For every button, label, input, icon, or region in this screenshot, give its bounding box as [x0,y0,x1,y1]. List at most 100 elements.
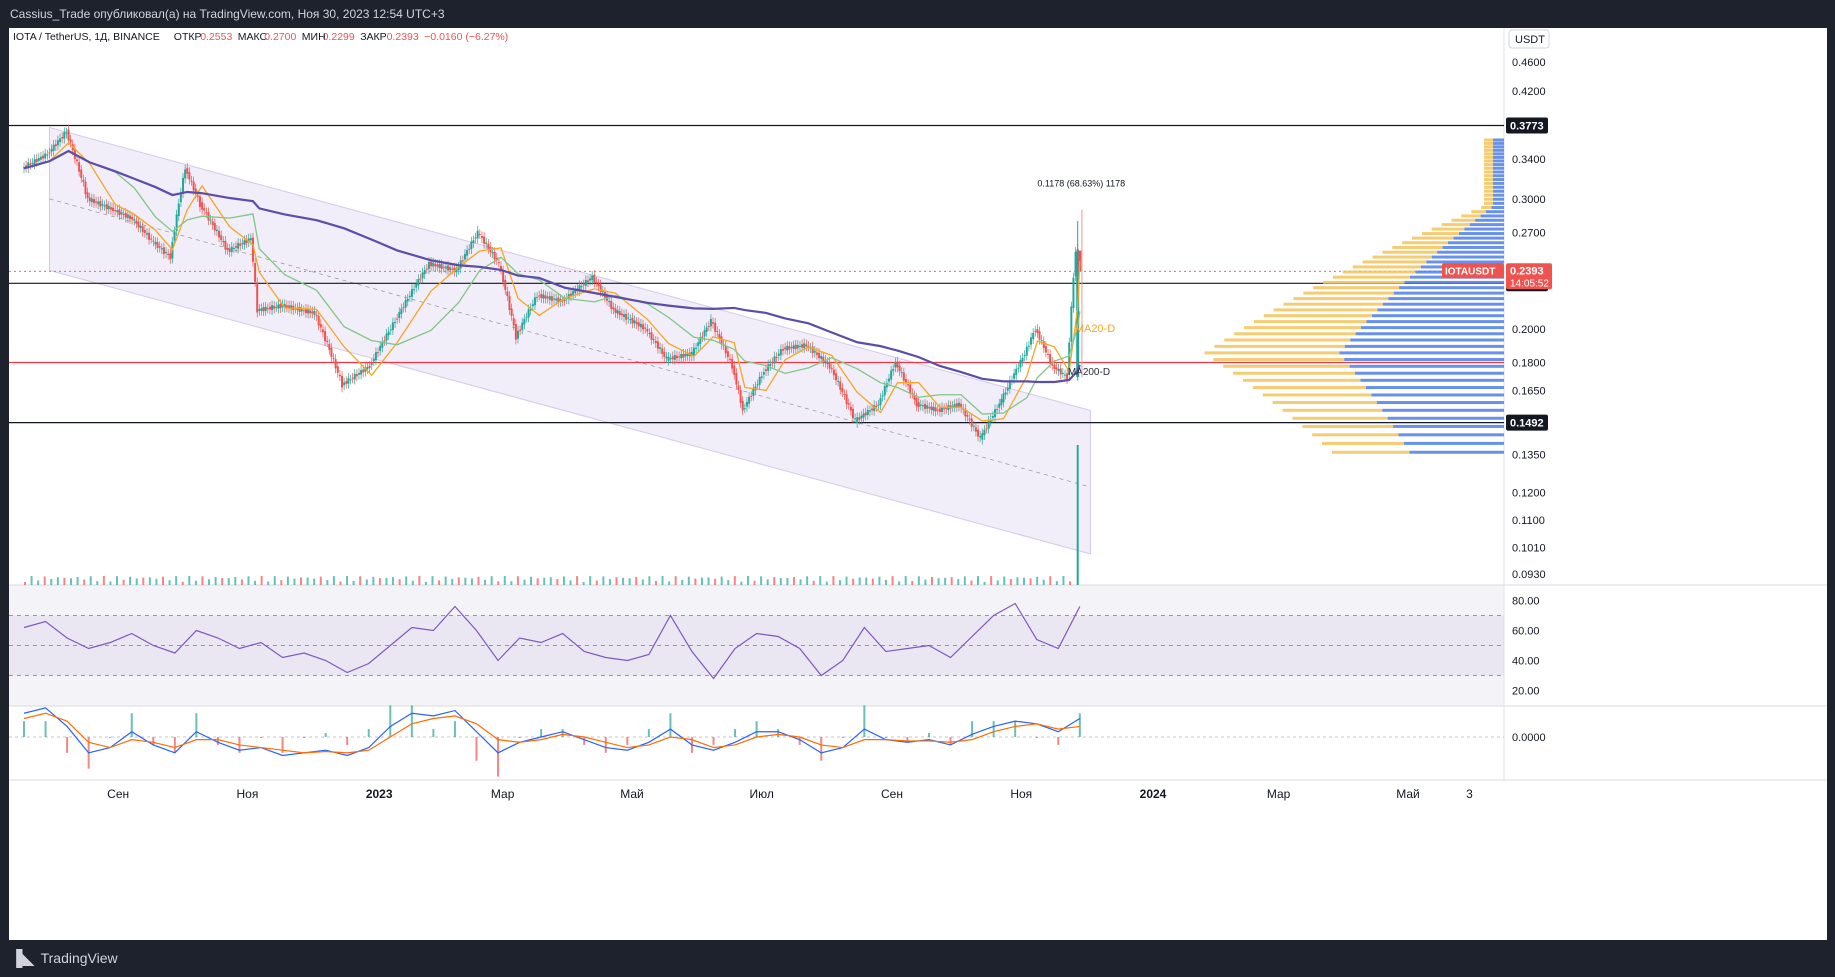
candle-body [381,341,384,348]
candle-body [442,266,445,268]
volume-profile-bar [1493,174,1504,178]
candle-body [873,405,876,411]
candle-body [646,328,649,332]
candle-body [203,208,206,211]
candle-body [141,226,144,232]
volume-profile-bar [1431,255,1504,259]
volume-bar [122,579,125,585]
volume-bar [983,581,986,585]
volume-profile-bar [1204,351,1340,355]
volume-bar [346,576,349,585]
footer-bar: ▐◣ TradingView [0,940,1835,977]
candle-body [527,309,530,318]
candle-body [907,384,910,386]
candle-body [1032,332,1035,340]
candle-body [495,257,498,261]
macd-hist-bar [109,737,112,738]
candle-body [211,221,214,225]
volume-profile-bar [1484,197,1493,201]
volume-profile-bar [1484,193,1493,197]
candle-body [410,288,413,297]
candle-body [143,229,146,233]
volume-profile-bar [1441,223,1470,227]
candle-body [512,318,515,326]
candle-body [249,238,252,241]
volume-bar [1003,576,1006,585]
candle-body [771,362,774,364]
symbol-tag-bg [1442,263,1504,279]
macd-hist-bar [884,737,887,738]
candle-body [491,251,494,254]
last-price-tag-bg [1506,263,1552,290]
candle-body [124,212,127,218]
candle-body [1053,364,1056,370]
volume-bar [871,578,874,585]
volume-bar [286,576,289,585]
candle-body [777,353,780,356]
ma50-line [23,150,1081,415]
candle-body [964,408,967,417]
candle-body [572,291,575,296]
volume-bar [280,580,283,585]
candle-body [476,230,479,239]
macd-hist-bar [949,737,952,745]
candle-body [851,408,854,419]
candle-body [391,322,394,331]
price-tick-label: 0.1350 [1512,450,1546,462]
candle-body [654,340,657,344]
candle-body [78,162,81,172]
candle-body [985,428,988,430]
candle-body [470,241,473,250]
candle-body [1042,341,1045,349]
candle-body [148,232,151,240]
tradingview-logo[interactable]: ▐◣ TradingView [10,940,118,977]
candle-body [396,318,399,320]
candle-body [574,289,577,294]
volume-bar [214,577,217,585]
candle-body [960,403,963,409]
candle-body [52,144,55,151]
candle-body [974,427,977,432]
candle-body [353,373,356,380]
level-tag-label: 0.3773 [1510,120,1544,132]
candle-body [644,327,647,329]
volume-bar [56,577,59,585]
candle-body [165,251,168,254]
candle-body [92,199,95,204]
candle-body [832,369,835,376]
candle-body [934,407,937,412]
candle-body [881,395,884,397]
macd-hist-bar [324,733,327,737]
candle-body [639,323,642,328]
candle-body [483,236,486,244]
legend-high-label: МАКС [238,31,268,43]
volume-profile-bar [1493,181,1504,185]
volume-profile-bar [1262,393,1372,397]
candle-body [835,373,838,381]
candle-body [224,240,227,250]
candle-body [61,137,64,139]
volume-profile-bar [1323,280,1405,284]
candle-body [648,332,651,334]
candle-body [943,408,946,410]
volume-profile-bar [1484,174,1493,178]
candle-body [385,333,388,341]
candle-body [97,201,100,205]
volume-bar [799,579,802,585]
candle-body [184,169,187,179]
candle-body [421,272,424,279]
candle-body [894,362,897,368]
candle-body [745,401,748,407]
macd-hist-bar [410,705,413,737]
candle-body [928,406,931,409]
volume-profile-bar [1480,214,1504,218]
candle-body [95,201,98,203]
volume-bar [477,576,480,585]
volume-bar [654,581,657,585]
volume-bar [424,581,427,585]
candle-body [150,238,153,240]
volume-bar [162,576,165,585]
candle-body [347,378,350,384]
